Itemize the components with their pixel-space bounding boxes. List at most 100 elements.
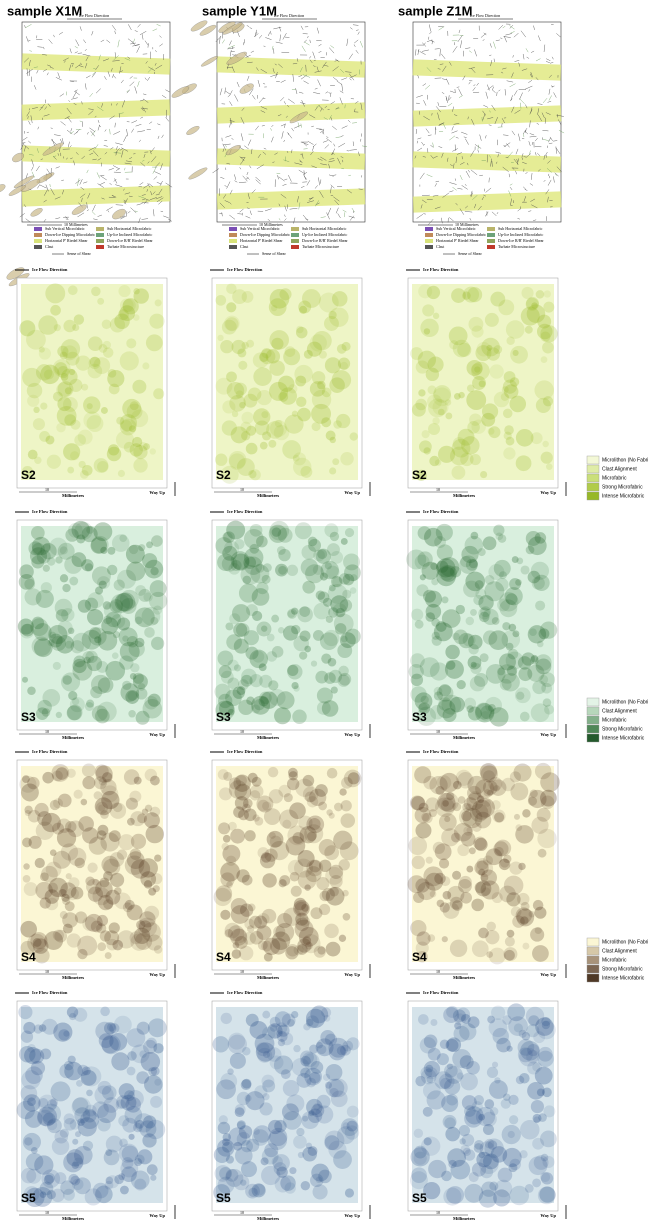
density-blob bbox=[98, 344, 108, 353]
density-blob bbox=[98, 777, 107, 786]
density-blob bbox=[116, 592, 136, 612]
density-blob bbox=[417, 1014, 429, 1025]
legend-swatch bbox=[586, 473, 600, 483]
density-blob bbox=[83, 411, 102, 430]
density-blob bbox=[336, 343, 347, 354]
fabric-line bbox=[485, 135, 487, 139]
fabric-line bbox=[456, 86, 460, 88]
density-blob bbox=[333, 1150, 352, 1169]
shear-band bbox=[412, 191, 562, 213]
density-blob bbox=[452, 1049, 472, 1069]
density-blob bbox=[222, 532, 233, 543]
fabric-line bbox=[348, 174, 351, 176]
density-blob bbox=[316, 687, 333, 704]
density-blob bbox=[34, 802, 49, 817]
density-blob bbox=[537, 848, 547, 858]
density-blob bbox=[98, 580, 107, 589]
fabric-line bbox=[138, 139, 142, 143]
scale-number: 10 bbox=[240, 1210, 244, 1215]
density-blob bbox=[326, 809, 333, 816]
density-blob bbox=[231, 949, 242, 959]
density-blobs bbox=[406, 523, 558, 727]
density-blob bbox=[534, 1066, 553, 1085]
fabric-line bbox=[134, 44, 140, 46]
density-blob bbox=[429, 776, 448, 795]
density-blob bbox=[415, 1075, 426, 1087]
density-blob bbox=[242, 803, 252, 813]
fabric-line bbox=[509, 183, 513, 186]
fabric-line bbox=[426, 174, 433, 178]
fabric-line bbox=[231, 137, 234, 141]
fabric-line bbox=[159, 43, 163, 47]
density-blob bbox=[537, 314, 552, 329]
density-blob bbox=[111, 652, 119, 660]
fabric-line bbox=[118, 112, 124, 115]
density-blob bbox=[278, 375, 295, 392]
fabric-line bbox=[459, 175, 463, 181]
density-blob bbox=[101, 790, 120, 810]
density-blob bbox=[97, 461, 109, 473]
fabric-line bbox=[119, 148, 123, 151]
fabric-line bbox=[477, 149, 479, 153]
fabric-line bbox=[79, 120, 83, 122]
density-blob bbox=[217, 693, 233, 709]
fabric-line bbox=[40, 158, 43, 160]
fabric-line bbox=[159, 180, 163, 186]
fabric-line bbox=[318, 105, 324, 111]
density-blob bbox=[124, 899, 135, 910]
density-blob bbox=[253, 367, 272, 386]
fabric-line bbox=[542, 98, 548, 104]
density-blob bbox=[268, 680, 279, 691]
fabric-line bbox=[446, 78, 450, 85]
density-blob bbox=[509, 861, 523, 875]
fabric-line bbox=[452, 46, 458, 53]
density-blob bbox=[98, 804, 106, 812]
density-blob bbox=[445, 1126, 460, 1142]
density-blob bbox=[103, 1022, 117, 1035]
density-blob bbox=[274, 1011, 291, 1028]
density-blob bbox=[502, 408, 513, 419]
fabric-line bbox=[515, 170, 517, 175]
density-blob bbox=[277, 627, 285, 634]
fabric-line bbox=[537, 152, 541, 157]
density-blob bbox=[296, 396, 307, 407]
density-blob bbox=[452, 870, 462, 880]
density-blob bbox=[124, 1106, 143, 1124]
fabric-line bbox=[327, 207, 331, 216]
density-blob bbox=[41, 708, 51, 717]
density-blob bbox=[423, 1060, 441, 1078]
density-blob bbox=[61, 893, 70, 903]
density-blob bbox=[506, 892, 521, 907]
density-blob bbox=[247, 903, 256, 912]
legend-swatch bbox=[425, 239, 433, 243]
density-blob bbox=[303, 1023, 311, 1031]
density-blob bbox=[438, 684, 452, 697]
density-blob bbox=[103, 899, 114, 910]
fabric-line bbox=[504, 89, 506, 96]
density-blob bbox=[144, 768, 158, 782]
density-blob bbox=[480, 765, 498, 783]
fabric-line bbox=[142, 198, 146, 201]
fabric-line bbox=[80, 62, 82, 65]
density-blob bbox=[217, 1139, 235, 1157]
density-blob bbox=[338, 672, 352, 686]
density-blob bbox=[333, 613, 354, 634]
density-blob bbox=[307, 831, 317, 842]
density-blob bbox=[315, 1105, 334, 1124]
fabric-line bbox=[536, 123, 540, 125]
density-blob bbox=[530, 1099, 544, 1114]
density-blob bbox=[144, 1075, 163, 1094]
clast bbox=[30, 208, 43, 217]
density-blob bbox=[484, 1099, 495, 1109]
fabric-line bbox=[64, 216, 68, 219]
fabric-line bbox=[113, 152, 122, 154]
density-blob bbox=[432, 417, 440, 425]
density-blob bbox=[329, 874, 343, 889]
density-blob bbox=[440, 797, 457, 813]
density-blob bbox=[333, 830, 353, 850]
density-blob bbox=[318, 350, 327, 359]
density-blob bbox=[340, 1118, 359, 1137]
density-blob bbox=[220, 872, 235, 887]
density-blob bbox=[526, 304, 546, 323]
fabric-line bbox=[546, 168, 552, 173]
